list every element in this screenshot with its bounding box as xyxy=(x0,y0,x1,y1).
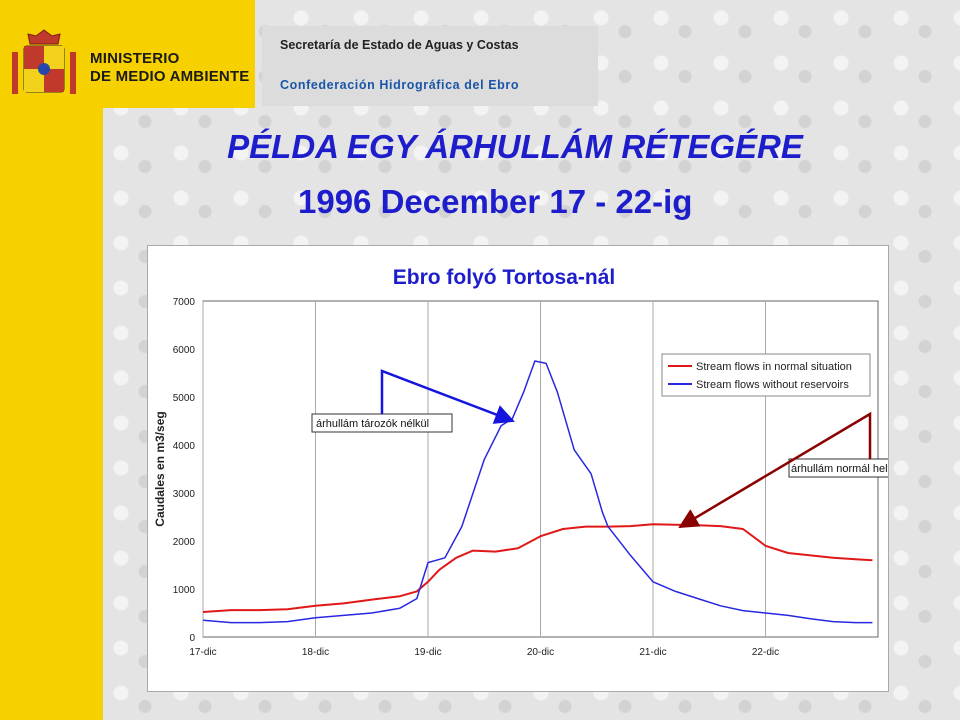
legend-box xyxy=(661,353,871,397)
confederacion-title: Confederación Hidrográfica del Ebro xyxy=(280,78,520,92)
ministry-line-2: DE MEDIO AMBIENTE xyxy=(90,68,250,85)
flow-chart: Ebro folyó Tortosa-nál 17-dic 18-dic 19-di… xyxy=(153,266,888,658)
secretaria-title: Secretaría de Estado de Aguas y Costas xyxy=(280,38,519,52)
legend-label-normal: Stream flows in normal situation xyxy=(696,361,852,373)
series xyxy=(202,360,873,624)
annotation-arrow-no-reservoirs xyxy=(380,369,515,424)
secretaria-box xyxy=(262,26,598,106)
legend: Stream flows in normal situation Stream … xyxy=(661,353,871,397)
axis-ticks: 17-dic 18-dic 19-dic 20-dic 21-dic 22-dic 0 100… xyxy=(173,297,779,658)
y-tick-label: 4000 xyxy=(173,441,196,452)
y-tick-label: 7000 xyxy=(173,297,196,308)
annotation-label-normal: árhullám normál helyzetben xyxy=(791,463,888,475)
annotation-box-normal xyxy=(788,458,888,478)
chart-panel: Ebro folyó Tortosa-nál 17-dic 18-dic 19-di… xyxy=(147,245,889,692)
annotation-arrow-normal xyxy=(678,411,872,529)
slide-title: PÉLDA EGY ÁRHULLÁM RÉTEGÉRE xyxy=(227,128,803,165)
ministry-name: MINISTERIO DE MEDIO AMBIENTE xyxy=(90,50,250,86)
chart-title: Ebro folyó Tortosa-nál xyxy=(393,266,615,289)
x-tick-label: 20-dic xyxy=(527,647,554,658)
y-tick-label: 1000 xyxy=(173,585,196,596)
coat-of-arms-icon xyxy=(12,29,76,94)
y-tick-label: 5000 xyxy=(173,393,196,404)
left-color-band xyxy=(0,0,103,720)
ministry-line-1: MINISTERIO xyxy=(90,50,180,67)
y-tick-label: 2000 xyxy=(173,537,196,548)
y-tick-label: 0 xyxy=(189,633,195,644)
annotation-normal: árhullám normál helyzetben xyxy=(678,411,888,529)
y-tick-label: 6000 xyxy=(173,345,196,356)
x-tick-label: 18-dic xyxy=(302,647,329,658)
grid xyxy=(202,300,879,638)
x-tick-label: 21-dic xyxy=(639,647,666,658)
x-tick-label: 19-dic xyxy=(414,647,441,658)
series-line-normal xyxy=(202,523,873,613)
annotation-label-no-reservoirs: árhullám tározók nélkül xyxy=(316,418,429,430)
x-tick-label: 17-dic xyxy=(189,647,216,658)
series-line-no-reservoirs xyxy=(202,360,873,624)
y-axis-label: Caudales en m3/seg xyxy=(153,411,167,526)
legend-label-no-reservoirs: Stream flows without reservoirs xyxy=(696,379,849,391)
y-tick-label: 3000 xyxy=(173,489,196,500)
annotation-no-reservoirs: árhullám tározók nélkül xyxy=(311,369,515,433)
slide-subtitle: 1996 December 17 - 22-ig xyxy=(298,183,693,220)
x-tick-label: 22-dic xyxy=(752,647,779,658)
